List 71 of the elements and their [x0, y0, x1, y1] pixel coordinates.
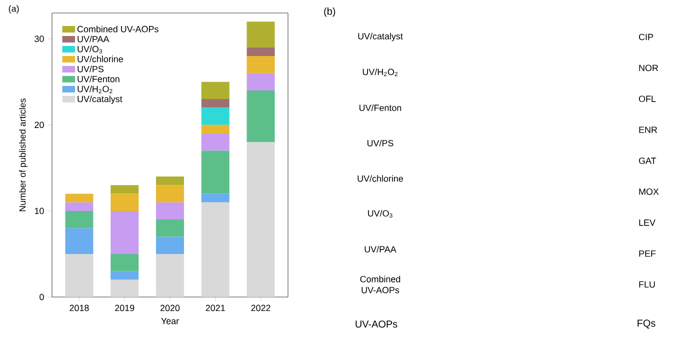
bar	[156, 254, 184, 297]
text: MOX	[639, 188, 659, 195]
bar	[156, 185, 184, 202]
text: FQs	[638, 320, 656, 329]
category-label: UV/catalyst	[358, 32, 403, 42]
y-tick-label: 0	[40, 294, 44, 300]
bar	[65, 202, 94, 211]
chart-title: (a)	[8, 5, 19, 14]
text: NOR	[639, 64, 658, 72]
category-label: UV/O$_{3}$	[368, 210, 392, 218]
category-label: Combined UV-AOPs	[360, 276, 400, 294]
bar	[201, 194, 230, 202]
bar	[201, 99, 230, 108]
bar	[65, 228, 94, 254]
category-label: UV/PAA	[364, 246, 396, 252]
legend-label: Combined UV-AOPs	[77, 26, 158, 32]
legend-label: UV/H$_{2}$O$_{2}$	[78, 86, 112, 94]
text: PEF	[639, 250, 656, 257]
bar	[246, 73, 275, 90]
legend-label: UV/PAA	[78, 36, 110, 42]
x-tick-label: 2021	[206, 304, 225, 312]
bar	[156, 236, 184, 254]
bar	[246, 90, 275, 142]
bar	[246, 142, 275, 297]
bar	[201, 124, 230, 134]
category-label: UV/Fenton	[359, 104, 402, 112]
y-axis-title: Number of published articles	[19, 98, 28, 212]
bar	[156, 176, 184, 186]
x-tick-label: 2022	[251, 304, 270, 312]
legend-label: UV/O$_{3}$	[78, 46, 102, 54]
bar	[246, 22, 275, 48]
text: CIP	[638, 34, 654, 40]
bar	[110, 185, 139, 194]
category-label: UV/H$_{2}$O$_{2}$	[362, 68, 398, 76]
text: ENR	[639, 126, 658, 133]
text: LEV	[639, 220, 656, 226]
bar	[201, 108, 230, 125]
category-label: UV/PS	[367, 140, 394, 146]
bar	[65, 194, 94, 202]
bar	[246, 56, 275, 74]
text: FLU	[639, 281, 655, 288]
text: (b)	[324, 8, 336, 17]
category-label: UV/chlorine	[358, 175, 404, 182]
bar	[110, 210, 139, 254]
x-tick-label: 2018	[70, 304, 89, 312]
bar	[246, 47, 275, 56]
bar	[110, 280, 139, 297]
text: OFL	[638, 96, 656, 102]
legend-label: UV/chlorine	[78, 56, 123, 62]
y-tick-label: 30	[34, 36, 44, 42]
bar	[201, 150, 230, 194]
bar	[110, 194, 139, 211]
bar	[65, 210, 94, 228]
text: GAT	[638, 158, 656, 164]
bar	[156, 220, 184, 237]
bar	[201, 133, 230, 151]
y-tick-label: 10	[34, 208, 44, 214]
legend-label: UV/PS	[78, 66, 104, 72]
legend-label: UV/Fenton	[78, 76, 120, 82]
x-tick-label: 2020	[160, 304, 180, 312]
bar	[110, 271, 139, 280]
x-tick-label: 2019	[115, 304, 134, 312]
text: UV-AOPs	[356, 320, 398, 328]
bar	[156, 202, 184, 220]
legend-label: UV/catalyst	[78, 96, 122, 104]
bar	[201, 82, 230, 100]
x-axis-title: Year	[161, 318, 179, 324]
bar	[65, 254, 94, 297]
bar	[110, 254, 139, 272]
bar	[201, 202, 230, 297]
y-tick-label: 20	[34, 122, 44, 128]
